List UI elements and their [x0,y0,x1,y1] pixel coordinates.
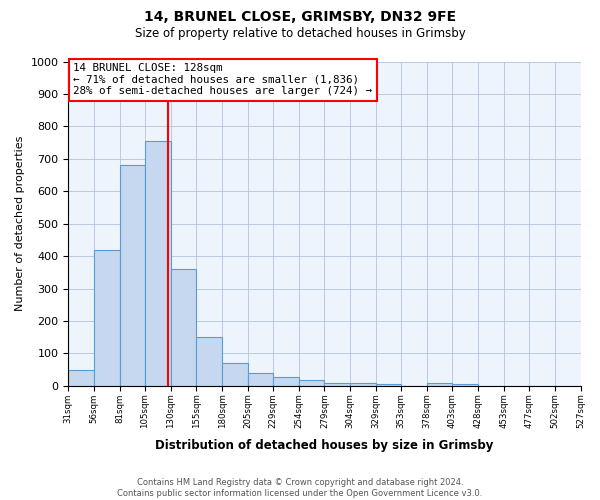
Bar [350,384,376,386]
Bar [120,166,145,386]
X-axis label: Distribution of detached houses by size in Grimsby: Distribution of detached houses by size … [155,440,494,452]
Text: Contains HM Land Registry data © Crown copyright and database right 2024.
Contai: Contains HM Land Registry data © Crown c… [118,478,482,498]
Bar [452,384,478,386]
Text: 14 BRUNEL CLOSE: 128sqm
← 71% of detached houses are smaller (1,836)
28% of semi: 14 BRUNEL CLOSE: 128sqm ← 71% of detache… [73,63,373,96]
Bar [248,373,273,386]
Text: Size of property relative to detached houses in Grimsby: Size of property relative to detached ho… [134,28,466,40]
Bar [68,370,94,386]
Bar [299,380,325,386]
Y-axis label: Number of detached properties: Number of detached properties [15,136,25,312]
Bar [222,363,248,386]
Bar [94,250,120,386]
Bar [427,384,452,386]
Bar [325,382,350,386]
Bar [273,377,299,386]
Bar [196,337,222,386]
Bar [170,269,196,386]
Bar [145,141,170,386]
Bar [376,384,401,386]
Text: 14, BRUNEL CLOSE, GRIMSBY, DN32 9FE: 14, BRUNEL CLOSE, GRIMSBY, DN32 9FE [144,10,456,24]
